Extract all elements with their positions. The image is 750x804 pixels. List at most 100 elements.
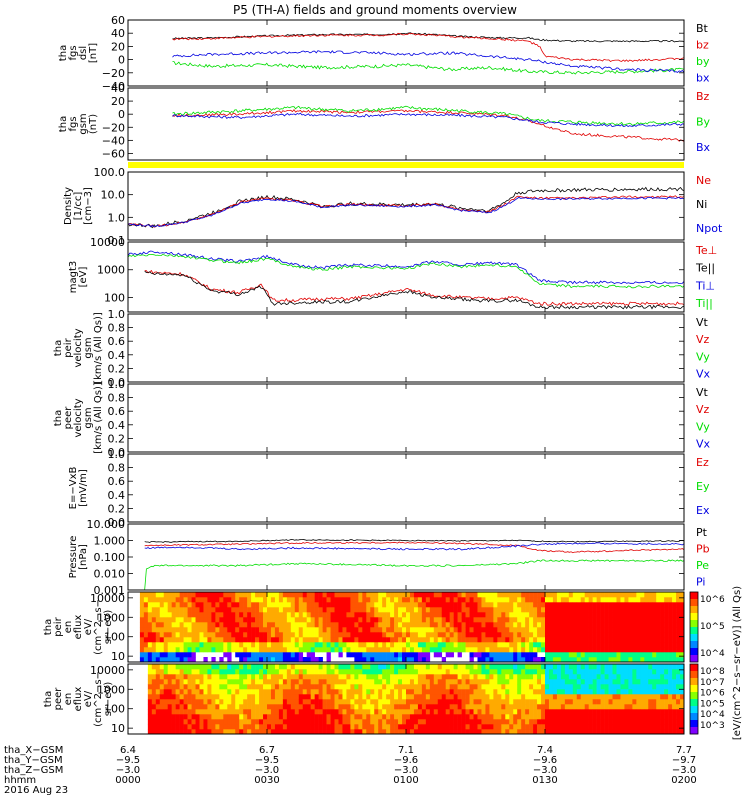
spectrogram-cell (199, 637, 204, 643)
y-axis-label-line: tha (53, 410, 64, 426)
spectrogram-cell (151, 729, 157, 735)
spectrogram-cell (525, 597, 530, 603)
spectrogram-cell (505, 684, 510, 690)
spectrogram-cell (274, 684, 280, 690)
spectrogram-cell (263, 637, 268, 643)
spectrogram-cell (223, 597, 228, 603)
spectrogram-cell (342, 699, 347, 705)
spectrogram-cell (290, 699, 296, 705)
spectrogram-cell (608, 684, 613, 690)
colorbar-segment (690, 685, 698, 693)
spectrogram-cell (409, 684, 415, 690)
spectrogram-cell (592, 652, 597, 658)
spectrogram-cell (580, 719, 586, 725)
spectrogram-cell (612, 664, 617, 670)
spectrogram-cell (187, 607, 192, 613)
spectrogram-cell (481, 597, 486, 603)
spectrogram-cell (636, 607, 641, 613)
spectrogram-cell (227, 652, 232, 658)
spectrogram-cell (576, 679, 582, 685)
spectrogram-cell (449, 637, 454, 643)
spectrogram-cell (191, 657, 196, 663)
spectrogram-cell (290, 674, 296, 680)
spectrogram-cell (195, 729, 200, 735)
spectrogram-cell (330, 719, 335, 725)
spectrogram-cell (664, 602, 669, 608)
spectrogram-cell (334, 617, 339, 623)
spectrogram-cell (398, 669, 403, 675)
spectrogram-cell (231, 689, 236, 695)
spectrogram-cell (421, 627, 427, 633)
spectrogram-cell (477, 652, 482, 658)
spectrogram-cell (159, 689, 165, 695)
y-tick-label: 0.010 (94, 568, 126, 581)
spectrogram-cell (521, 674, 526, 680)
spectrogram-cell (346, 602, 351, 608)
spectrogram-cell (580, 637, 586, 643)
spectrogram-cell (354, 607, 359, 613)
spectrogram-cell (628, 647, 633, 653)
spectrogram-cell (390, 622, 395, 628)
y-axis-label-line: peer (53, 687, 64, 711)
spectrogram-cell (656, 612, 661, 618)
spectrogram-cell (525, 612, 530, 618)
spectrogram-cell (672, 699, 677, 705)
spectrogram-cell (247, 592, 252, 598)
spectrogram-cell (493, 689, 498, 695)
spectrogram-cell (560, 612, 566, 618)
spectrogram-cell (409, 729, 415, 735)
spectrogram-cell (644, 699, 649, 705)
spectrogram-cell (417, 607, 423, 613)
spectrogram-cell (314, 597, 319, 603)
spectrogram-cell (509, 597, 514, 603)
spectrogram-cell (580, 612, 586, 618)
spectrogram-cell (529, 607, 534, 613)
spectrogram-cell (350, 612, 355, 618)
y-tick-label: 0.2 (108, 362, 126, 375)
spectrogram-cell (409, 694, 415, 700)
spectrogram-cell (628, 632, 633, 638)
spectrogram-cell (159, 664, 165, 670)
spectrogram-cell (417, 647, 423, 653)
spectrogram-cell (251, 719, 256, 725)
spectrogram-cell (672, 647, 677, 653)
spectrogram-cell (207, 719, 212, 725)
spectrogram-cell (624, 684, 629, 690)
spectrogram-cell (231, 612, 236, 618)
spectrogram-cell (608, 642, 613, 648)
spectrogram-cell (548, 592, 554, 598)
spectrogram-cell (187, 612, 192, 618)
spectrogram-cell (187, 622, 192, 628)
spectrogram-cell (620, 612, 625, 618)
spectrogram-cell (453, 632, 458, 638)
spectrogram-cell (406, 704, 411, 710)
spectrogram-cell (437, 612, 443, 618)
spectrogram-cell (588, 637, 593, 643)
spectrogram-cell (350, 652, 355, 658)
spectrogram-cell (612, 617, 617, 623)
spectrogram-cell (167, 622, 172, 628)
spectrogram-cell (453, 704, 458, 710)
spectrogram-cell (513, 684, 518, 690)
spectrogram-cell (501, 612, 506, 618)
spectrogram-cell (239, 684, 244, 690)
spectrogram-cell (139, 622, 145, 628)
spectrogram-cell (457, 607, 462, 613)
spectrogram-cell (290, 684, 296, 690)
spectrogram-cell (600, 724, 605, 730)
spectrogram-cell (155, 664, 161, 670)
spectrogram-cell (652, 602, 657, 608)
spectrogram-cell (556, 627, 562, 633)
spectrogram-cell (592, 597, 597, 603)
spectrogram-cell (533, 724, 538, 730)
spectrogram-cell (668, 617, 673, 623)
spectrogram-cell (433, 632, 439, 638)
spectrogram-cell (219, 632, 224, 638)
legend-entry: Pt (696, 526, 708, 539)
spectrogram-cell (263, 612, 268, 618)
spectrogram-cell (429, 622, 435, 628)
spectrogram-cell (533, 694, 538, 700)
spectrogram-cell (604, 719, 609, 725)
spectrogram-cell (255, 719, 260, 725)
spectrogram-cell (270, 699, 276, 705)
